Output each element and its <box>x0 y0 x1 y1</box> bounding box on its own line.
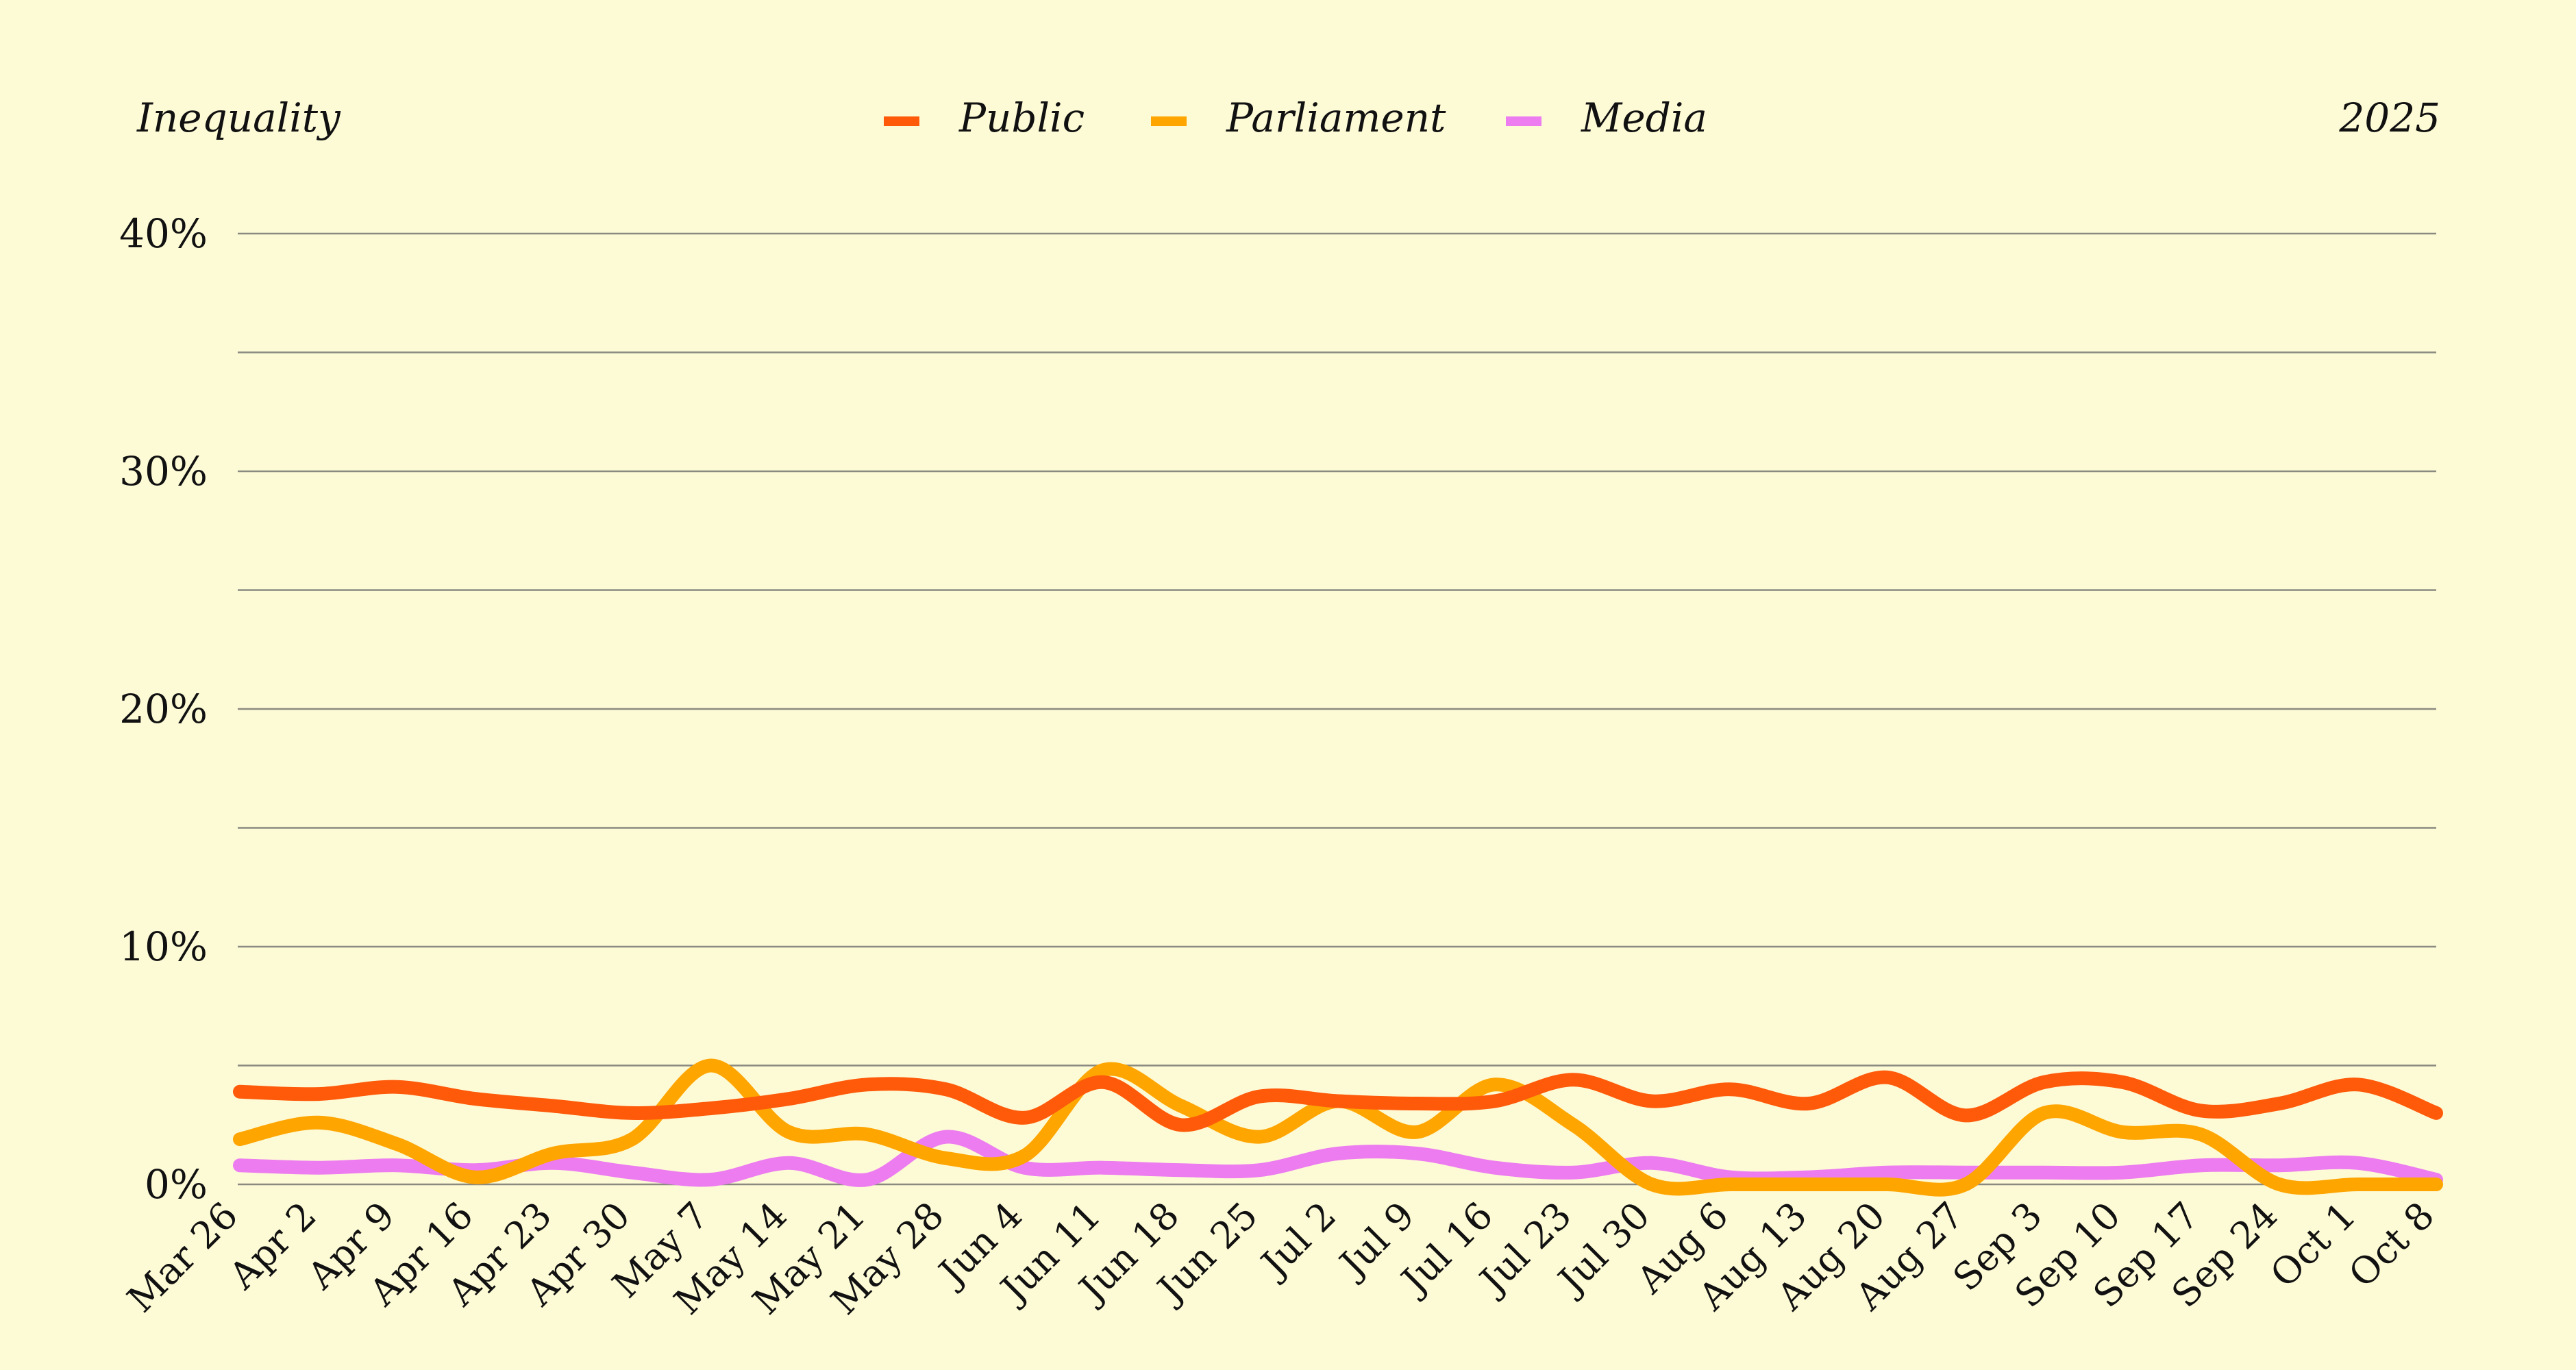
series-line-media <box>233 1130 2443 1187</box>
legend-label: Media <box>1581 95 1707 141</box>
legend-label: Public <box>958 95 1085 141</box>
y-tick-label: 40% <box>119 210 208 257</box>
legend-item-media: Media <box>1506 95 1707 141</box>
x-tick-label: Mar 26 <box>119 1194 246 1321</box>
x-tick-label: Oct 1 <box>2262 1194 2364 1296</box>
legend: Public Parliament Media <box>884 95 1707 141</box>
y-tick-label: 10% <box>119 923 208 970</box>
y-tick-label: 0% <box>145 1161 208 1208</box>
x-tick-label: Apr 2 <box>221 1194 325 1298</box>
gridlines <box>238 232 2436 1186</box>
legend-item-parliament: Parliament <box>1151 95 1446 141</box>
year-label: 2025 <box>2338 95 2440 141</box>
series-lines <box>233 1058 2443 1197</box>
legend-label: Parliament <box>1226 95 1446 141</box>
series-line-public <box>233 1070 2443 1132</box>
legend-item-public: Public <box>884 95 1085 141</box>
y-tick-label: 20% <box>119 686 208 732</box>
chart-title: Inequality <box>136 95 341 141</box>
y-axis-ticks: 0% 10% 20% 30% 40% <box>119 210 208 1208</box>
x-tick-label: Jul 2 <box>1251 1194 1345 1288</box>
x-tick-label: Oct 8 <box>2340 1194 2442 1296</box>
y-tick-label: 30% <box>119 448 208 495</box>
